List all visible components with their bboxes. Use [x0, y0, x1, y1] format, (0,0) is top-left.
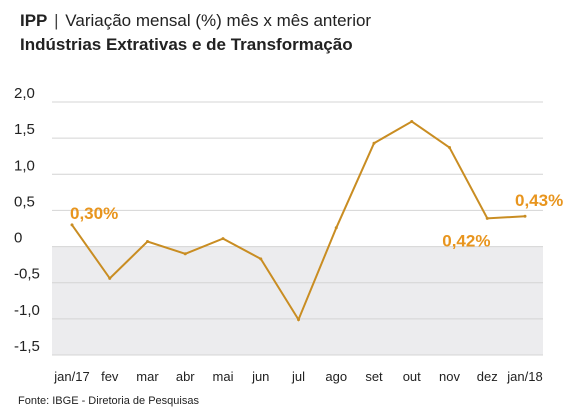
title-separator: |	[54, 11, 59, 30]
data-point	[70, 223, 74, 227]
y-tick-label: 1,5	[14, 121, 35, 138]
source-note: Fonte: IBGE - Diretoria de Pesquisas	[18, 395, 199, 407]
negative-region-band	[52, 246, 543, 355]
x-tick-label: out	[403, 369, 421, 384]
data-point	[334, 226, 338, 230]
data-label: 0,30%	[70, 204, 118, 223]
data-point	[146, 240, 149, 244]
x-tick-label: dez	[477, 369, 498, 384]
x-tick-label: mar	[136, 369, 159, 384]
y-tick-label: 2,0	[14, 85, 35, 102]
y-tick-label: -1,0	[14, 302, 40, 319]
y-tick-label: 0,5	[14, 193, 35, 210]
chart-subtitle: Variação mensal (%) mês x mês anterior	[65, 11, 372, 30]
title-ipp: IPP	[20, 11, 48, 30]
x-tick-label: jan/18	[506, 369, 542, 384]
y-tick-label: 1,0	[14, 157, 35, 174]
data-point	[259, 257, 263, 261]
x-tick-label: fev	[101, 369, 119, 384]
x-tick-label: nov	[439, 369, 460, 384]
x-tick-label: set	[365, 369, 383, 384]
data-label: 0,43%	[515, 191, 563, 210]
data-point	[372, 141, 376, 145]
y-tick-label: 0	[14, 230, 22, 247]
y-tick-label: -1,5	[14, 338, 40, 355]
data-point	[183, 252, 187, 256]
x-tick-label: ago	[325, 369, 347, 384]
x-tick-label: jan/17	[53, 369, 89, 384]
x-tick-label: jun	[251, 369, 269, 384]
data-point	[448, 146, 451, 150]
data-label: 0,42%	[442, 231, 490, 250]
data-point	[221, 237, 225, 241]
data-point	[523, 214, 527, 218]
chart-title: IPP | Variação mensal (%) mês x mês ante…	[20, 10, 371, 32]
data-point	[108, 276, 112, 280]
y-tick-label: -0,5	[14, 266, 40, 283]
data-point	[410, 120, 414, 124]
x-tick-label: abr	[176, 369, 195, 384]
chart-category-title: Indústrias Extrativas e de Transformação	[20, 35, 353, 54]
x-tick-label: mai	[213, 369, 234, 384]
x-tick-label: jul	[291, 369, 305, 384]
data-point	[297, 318, 300, 322]
line-chart: 2,0 1,5 1,0 0,5 0 -0,5 -1,0 -1,5 jan/17 fev mar abr…	[14, 85, 563, 384]
data-point	[485, 216, 489, 220]
